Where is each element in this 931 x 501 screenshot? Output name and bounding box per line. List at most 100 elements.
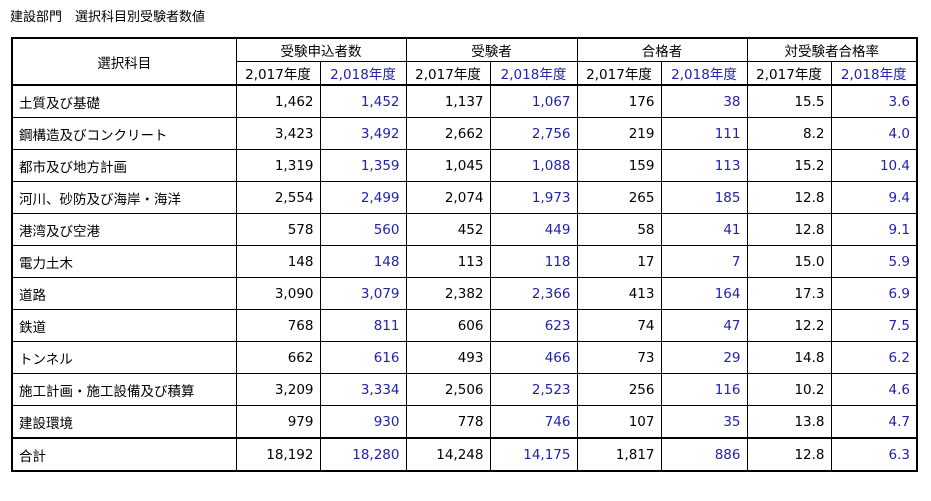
value-cell: 811 — [319, 309, 407, 342]
table-row: 建設環境 979 930 778 746 107 35 13.8 4.7 — [11, 405, 918, 439]
table-row: 鋼構造及びコンクリート 3,423 3,492 2,662 2,756 219 … — [11, 117, 918, 150]
table-row: トンネル 662 616 493 466 73 29 14.8 6.2 — [11, 341, 918, 374]
year-header-2017: 2,017年度 — [746, 61, 832, 86]
value-cell: 1,462 — [235, 84, 321, 118]
value-cell: 111 — [660, 117, 748, 150]
value-cell: 47 — [660, 309, 748, 342]
table-row: 施工計画・施工設備及び積算 3,209 3,334 2,506 2,523 25… — [11, 373, 918, 406]
exam-statistics-table: 選択科目 受験申込者数 受験者 合格者 対受験者合格率 2,017年度 2,01… — [11, 37, 918, 472]
value-cell: 1,088 — [489, 149, 578, 182]
total-value-cell: 12.8 — [746, 437, 832, 472]
value-cell: 449 — [489, 213, 578, 246]
value-cell: 113 — [405, 245, 491, 278]
table-body: 土質及び基礎 1,462 1,452 1,137 1,067 176 38 15… — [11, 84, 918, 472]
table-row: 鉄道 768 811 606 623 74 47 12.2 7.5 — [11, 309, 918, 342]
value-cell: 560 — [319, 213, 407, 246]
table-row: 港湾及び空港 578 560 452 449 58 41 12.8 9.1 — [11, 213, 918, 246]
total-value-cell: 886 — [660, 437, 748, 472]
total-value-cell: 18,192 — [235, 437, 321, 472]
value-cell: 606 — [405, 309, 491, 342]
value-cell: 746 — [489, 405, 578, 439]
table-row: 河川、砂防及び海岸・海洋 2,554 2,499 2,074 1,973 265… — [11, 181, 918, 214]
table-row: 道路 3,090 3,079 2,382 2,366 413 164 17.3 … — [11, 277, 918, 310]
value-cell: 9.4 — [830, 181, 918, 214]
value-cell: 73 — [576, 341, 662, 374]
value-cell: 15.2 — [746, 149, 832, 182]
value-cell: 4.6 — [830, 373, 918, 406]
year-header-2018: 2,018年度 — [319, 61, 407, 86]
value-cell: 493 — [405, 341, 491, 374]
value-cell: 2,523 — [489, 373, 578, 406]
value-cell: 413 — [576, 277, 662, 310]
header-row-years: 2,017年度 2,018年度 2,017年度 2,018年度 2,017年度 … — [12, 61, 918, 86]
value-cell: 7 — [660, 245, 748, 278]
table-row: 電力土木 148 148 113 118 17 7 15.0 5.9 — [11, 245, 918, 278]
value-cell: 15.5 — [746, 84, 832, 118]
value-cell: 3,209 — [235, 373, 321, 406]
value-cell: 164 — [660, 277, 748, 310]
value-cell: 12.8 — [746, 181, 832, 214]
value-cell: 12.2 — [746, 309, 832, 342]
value-cell: 2,506 — [405, 373, 491, 406]
value-cell: 10.4 — [830, 149, 918, 182]
value-cell: 3,079 — [319, 277, 407, 310]
value-cell: 9.1 — [830, 213, 918, 246]
value-cell: 578 — [235, 213, 321, 246]
value-cell: 3,423 — [235, 117, 321, 150]
total-value-cell: 1,817 — [576, 437, 662, 472]
value-cell: 3,334 — [319, 373, 407, 406]
value-cell: 2,499 — [319, 181, 407, 214]
group-header-pass-rate: 対受験者合格率 — [746, 37, 918, 62]
value-cell: 3.6 — [830, 84, 918, 118]
header-row-groups: 選択科目 受験申込者数 受験者 合格者 対受験者合格率 — [11, 37, 918, 86]
subject-name: 道路 — [11, 277, 237, 310]
value-cell: 466 — [489, 341, 578, 374]
value-cell: 2,662 — [405, 117, 491, 150]
year-header-2017: 2,017年度 — [405, 61, 491, 86]
value-cell: 662 — [235, 341, 321, 374]
value-cell: 5.9 — [830, 245, 918, 278]
group-header-examinees: 受験者 — [405, 37, 578, 62]
value-cell: 12.8 — [746, 213, 832, 246]
value-cell: 148 — [319, 245, 407, 278]
total-row: 合計 18,192 18,280 14,248 14,175 1,817 886… — [11, 437, 918, 472]
value-cell: 8.2 — [746, 117, 832, 150]
value-cell: 118 — [489, 245, 578, 278]
value-cell: 6.9 — [830, 277, 918, 310]
subject-name: トンネル — [11, 341, 237, 374]
value-cell: 778 — [405, 405, 491, 439]
value-cell: 14.8 — [746, 341, 832, 374]
table-caption: 建設部門 選択科目別受験者数値 — [10, 10, 206, 25]
value-cell: 17.3 — [746, 277, 832, 310]
value-cell: 148 — [235, 245, 321, 278]
subject-name: 鋼構造及びコンクリート — [11, 117, 237, 150]
subject-name: 施工計画・施工設備及び積算 — [11, 373, 237, 406]
subject-name: 土質及び基礎 — [11, 84, 237, 118]
subject-name: 建設環境 — [11, 405, 237, 439]
value-cell: 29 — [660, 341, 748, 374]
value-cell: 623 — [489, 309, 578, 342]
value-cell: 41 — [660, 213, 748, 246]
value-cell: 3,492 — [319, 117, 407, 150]
year-header-2018: 2,018年度 — [660, 61, 748, 86]
value-cell: 2,554 — [235, 181, 321, 214]
total-value-cell: 18,280 — [319, 437, 407, 472]
value-cell: 116 — [660, 373, 748, 406]
total-value-cell: 14,175 — [489, 437, 578, 472]
value-cell: 113 — [660, 149, 748, 182]
group-header-applicants: 受験申込者数 — [235, 37, 407, 62]
value-cell: 74 — [576, 309, 662, 342]
value-cell: 265 — [576, 181, 662, 214]
value-cell: 38 — [660, 84, 748, 118]
value-cell: 616 — [319, 341, 407, 374]
value-cell: 1,452 — [319, 84, 407, 118]
value-cell: 4.0 — [830, 117, 918, 150]
value-cell: 1,359 — [319, 149, 407, 182]
subject-name: 電力土木 — [11, 245, 237, 278]
value-cell: 768 — [235, 309, 321, 342]
subject-name: 都市及び地方計画 — [11, 149, 237, 182]
subject-name: 鉄道 — [11, 309, 237, 342]
value-cell: 1,067 — [489, 84, 578, 118]
subject-header: 選択科目 — [11, 37, 237, 86]
table-row: 都市及び地方計画 1,319 1,359 1,045 1,088 159 113… — [11, 149, 918, 182]
